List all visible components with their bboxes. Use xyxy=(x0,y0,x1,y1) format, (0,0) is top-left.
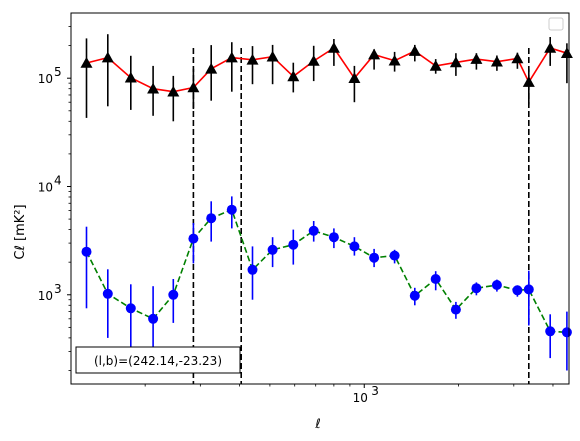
series-2-point xyxy=(389,250,400,261)
series-2-point xyxy=(267,244,278,255)
series-2-point xyxy=(523,284,534,295)
series-1-point xyxy=(80,57,93,68)
x-axis-label: ℓ xyxy=(314,417,320,432)
series-2-point xyxy=(561,327,572,338)
series-2-point xyxy=(102,288,113,299)
series-1-point xyxy=(544,42,557,53)
series-1-point xyxy=(187,81,200,93)
series-2-point xyxy=(512,285,523,296)
series-2-point xyxy=(369,252,380,263)
series-1-point xyxy=(470,53,483,64)
x-tick-label-exponent: 3 xyxy=(371,384,379,398)
series-1-point xyxy=(490,55,503,67)
series-2-point xyxy=(148,313,159,324)
data-markers xyxy=(80,42,573,338)
y-tick-label-exponent: 3 xyxy=(54,282,62,296)
series-2-point xyxy=(226,204,237,215)
y-tick-label: 10 xyxy=(38,72,53,86)
series-1-point xyxy=(388,54,401,66)
series-2-point xyxy=(450,304,461,315)
series-1-point xyxy=(147,82,160,94)
series-2-point xyxy=(168,289,179,300)
series-1-point xyxy=(449,56,462,68)
x-tick-label: 10 xyxy=(353,391,368,405)
series-2-point xyxy=(328,232,339,243)
y-axis-label: Cℓ [mK²] xyxy=(13,204,28,259)
series-2-point xyxy=(206,213,217,224)
series-2-point xyxy=(81,246,92,257)
axis-ticks: 10 310 310 410 5 xyxy=(38,26,554,405)
annotation-text: (l,b)=(242.14,-23.23) xyxy=(94,354,222,368)
series-2-point xyxy=(545,326,556,337)
series-1-point xyxy=(246,53,259,65)
series-1-point xyxy=(327,42,340,53)
annotation-box xyxy=(75,346,241,374)
series-1-point xyxy=(167,85,180,97)
series-1-point xyxy=(560,47,573,58)
y-tick-label-exponent: 5 xyxy=(54,65,62,79)
series-2-point xyxy=(409,290,420,301)
series-1-point xyxy=(408,45,421,56)
series-2-point xyxy=(288,239,299,250)
series-2-point xyxy=(308,225,319,236)
series-1-point xyxy=(522,76,535,87)
series-2-point xyxy=(125,303,136,314)
y-tick-label-exponent: 4 xyxy=(54,173,62,187)
series-1-point xyxy=(205,62,218,74)
series-2-point xyxy=(247,264,258,275)
legend-box xyxy=(548,17,564,31)
series-1-point xyxy=(511,52,524,64)
plot-background xyxy=(71,13,569,384)
series-1-point xyxy=(101,51,114,63)
series-2-point xyxy=(430,274,441,284)
y-tick-label: 10 xyxy=(38,180,53,194)
series-2-point xyxy=(491,280,502,290)
series-2-point xyxy=(471,283,482,294)
series-2-point xyxy=(188,233,199,244)
plot-frame xyxy=(70,12,570,385)
series-1-point xyxy=(307,55,320,66)
series-1-point xyxy=(368,48,381,60)
series-1-point xyxy=(429,59,442,71)
y-tick-label: 10 xyxy=(38,289,53,303)
series-1-point xyxy=(348,72,361,83)
series-1-point xyxy=(266,50,279,62)
series-1-point xyxy=(287,70,300,82)
series-1-point xyxy=(225,51,238,63)
series-1-point xyxy=(124,71,137,83)
series-2-point xyxy=(349,241,360,252)
